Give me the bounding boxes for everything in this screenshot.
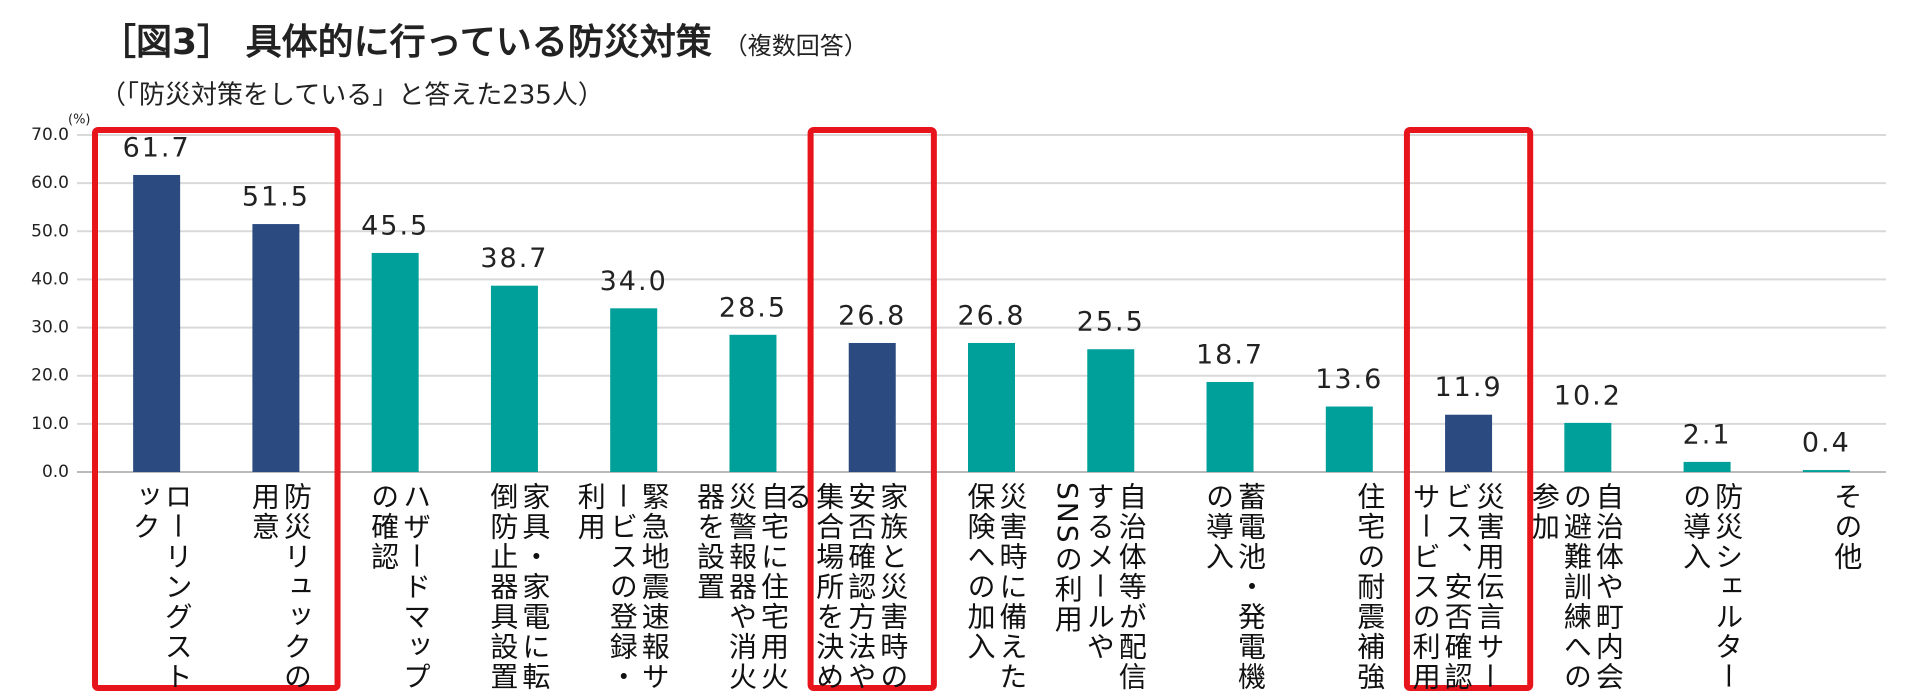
bar [610, 308, 658, 472]
y-tick-label: 30.0 [31, 318, 69, 338]
highlight-box [1403, 127, 1534, 691]
value-label: 38.7 [480, 243, 548, 274]
value-label: 25.5 [1077, 307, 1145, 338]
bar [968, 342, 1015, 472]
value-label: 26.8 [838, 300, 906, 331]
bar [1087, 349, 1135, 472]
x-tick-label: ローリングストック [128, 482, 194, 692]
x-tick-label: 家具・家電に転倒防止器具設置 [486, 482, 552, 692]
highlight-box [807, 127, 937, 691]
x-tick-label: 災害用伝言サービス、安否確認サービスの利用 [1408, 482, 1506, 692]
value-label: 2.1 [1683, 419, 1732, 450]
value-label: 18.7 [1196, 339, 1264, 370]
bar [1683, 461, 1731, 472]
y-tick-label: 10.0 [31, 414, 69, 434]
highlight-box [92, 127, 341, 691]
x-tick-label: 住宅の耐震補強 [1353, 482, 1387, 692]
x-tick-label: 緊急地震速報サービスの登録・利用 [573, 482, 671, 692]
bar [1445, 414, 1493, 472]
y-tick-label: 0.0 [42, 462, 69, 482]
value-label: 26.8 [957, 300, 1025, 331]
x-tick-label: 自治体等が配信するメールやSNSの利用 [1050, 482, 1148, 692]
bar [1802, 470, 1850, 472]
bar [252, 224, 300, 472]
title-note: （複数回答） [724, 32, 868, 60]
x-tick-label: 災害時に備えた保険への加入 [963, 482, 1029, 692]
value-label: 51.5 [242, 182, 310, 213]
bar [1564, 422, 1612, 472]
bar [1325, 406, 1373, 472]
bar [371, 252, 419, 472]
value-label: 34.0 [600, 266, 668, 297]
chart-title: ［図3］ 具体的に行っている防災対策 [100, 22, 712, 63]
y-tick-label: 50.0 [31, 221, 69, 241]
bar [133, 174, 181, 473]
x-tick-label: 防災シェルターの導入 [1679, 482, 1745, 692]
bar [490, 285, 538, 472]
y-tick-label: 40.0 [31, 269, 69, 289]
value-label: 28.5 [719, 292, 787, 323]
x-tick-label: 自宅に住宅用火災警報器や消火器を設置 [692, 482, 790, 692]
x-tick-label: その他 [1830, 482, 1864, 572]
x-tick-label: 家族と災害時の安否確認方法や集合場所を決める [780, 482, 910, 692]
bar [1206, 381, 1254, 472]
value-label: 11.9 [1435, 372, 1503, 403]
y-tick-label: 20.0 [31, 366, 69, 386]
value-label: 0.4 [1802, 428, 1851, 459]
value-label: 45.5 [361, 210, 429, 241]
x-tick-label: ハザードマップの確認 [367, 482, 433, 692]
bar [848, 342, 896, 472]
value-label: 13.6 [1315, 364, 1383, 395]
y-unit: (%) [68, 113, 91, 128]
x-tick-label: 防災リュックの用意 [247, 482, 313, 692]
x-tick-label: 自治体や町内会の避難訓練への参加 [1527, 482, 1625, 692]
value-label: 10.2 [1554, 380, 1622, 411]
x-tick-label: 蓄電池・発電機の導入 [1202, 482, 1268, 692]
y-tick-label: 60.0 [31, 173, 69, 193]
chart-subtitle: （「防災対策をしている」と答えた235人） [100, 81, 604, 111]
bar [729, 334, 777, 472]
value-label: 61.7 [123, 132, 191, 163]
y-tick-label: 70.0 [31, 125, 69, 145]
